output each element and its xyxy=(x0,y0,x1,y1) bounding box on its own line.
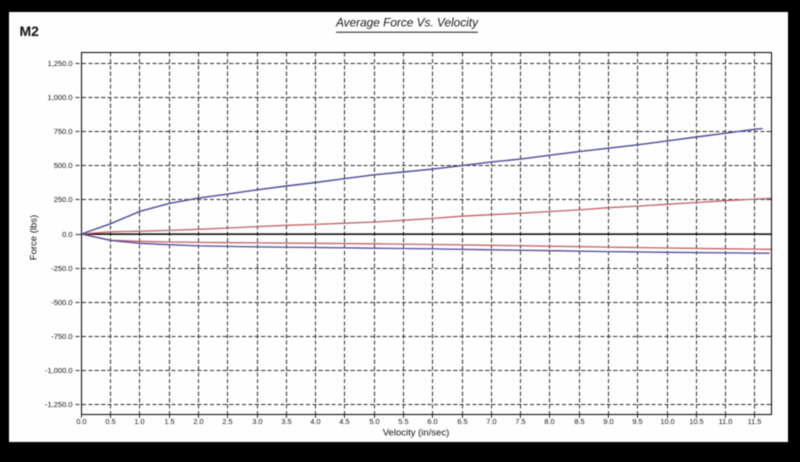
svg-text:1,250.0: 1,250.0 xyxy=(47,59,72,68)
svg-text:M2: M2 xyxy=(20,23,40,39)
svg-text:7.5: 7.5 xyxy=(515,417,525,426)
svg-text:1,000.0: 1,000.0 xyxy=(47,93,72,102)
svg-text:5.0: 5.0 xyxy=(369,417,379,426)
svg-text:1.5: 1.5 xyxy=(164,417,174,426)
svg-text:Force (lbs): Force (lbs) xyxy=(28,215,39,260)
svg-text:11.0: 11.0 xyxy=(719,417,733,426)
svg-text:-500.0: -500.0 xyxy=(51,298,72,307)
svg-text:8.0: 8.0 xyxy=(544,417,554,426)
svg-text:0.0: 0.0 xyxy=(62,230,72,239)
svg-text:4.5: 4.5 xyxy=(339,417,349,426)
svg-text:8.5: 8.5 xyxy=(574,417,584,426)
svg-text:750.0: 750.0 xyxy=(54,127,73,136)
svg-text:-750.0: -750.0 xyxy=(51,332,72,341)
svg-text:Average Force Vs. Velocity: Average Force Vs. Velocity xyxy=(335,16,479,30)
svg-text:250.0: 250.0 xyxy=(54,195,73,204)
svg-text:11.5: 11.5 xyxy=(748,417,762,426)
svg-text:3.0: 3.0 xyxy=(252,417,262,426)
svg-text:0.5: 0.5 xyxy=(105,417,115,426)
svg-text:-1,250.0: -1,250.0 xyxy=(45,400,73,409)
svg-text:1.0: 1.0 xyxy=(134,417,144,426)
svg-text:4.0: 4.0 xyxy=(310,417,320,426)
svg-text:9.0: 9.0 xyxy=(603,417,613,426)
svg-text:6.5: 6.5 xyxy=(457,417,467,426)
svg-text:7.0: 7.0 xyxy=(486,417,496,426)
svg-text:10.0: 10.0 xyxy=(660,417,674,426)
svg-text:3.5: 3.5 xyxy=(281,417,291,426)
svg-text:-1,000.0: -1,000.0 xyxy=(45,366,73,375)
svg-text:Velocity (in/sec): Velocity (in/sec) xyxy=(383,428,450,439)
svg-text:500.0: 500.0 xyxy=(54,161,73,170)
svg-text:2.5: 2.5 xyxy=(222,417,232,426)
svg-text:5.5: 5.5 xyxy=(398,417,408,426)
svg-text:2.0: 2.0 xyxy=(193,417,203,426)
svg-text:0.0: 0.0 xyxy=(76,417,86,426)
svg-text:6.0: 6.0 xyxy=(427,417,437,426)
svg-text:10.5: 10.5 xyxy=(689,417,703,426)
svg-text:9.5: 9.5 xyxy=(632,417,642,426)
svg-text:-250.0: -250.0 xyxy=(51,264,72,273)
